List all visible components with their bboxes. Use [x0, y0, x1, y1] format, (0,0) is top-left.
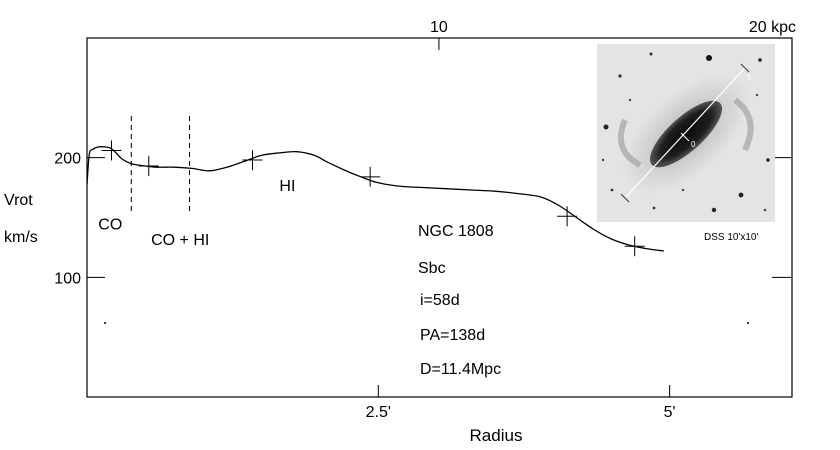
data-marker	[557, 206, 578, 227]
x-axis-label: Radius	[470, 426, 523, 445]
plot-dot-right	[747, 322, 749, 324]
inset-caption: DSS 10'x10'	[704, 232, 758, 243]
top-tick-label: 10	[430, 19, 448, 36]
annotation-galaxy-name: NGC 1808	[418, 223, 494, 240]
annotation-position-angle: PA=138d	[420, 327, 485, 344]
data-markers	[101, 140, 645, 257]
top-axis-ticks: 10 20 kpc	[430, 19, 796, 50]
y-tick-label: 100	[54, 270, 81, 287]
data-marker	[138, 156, 159, 177]
region-label: CO	[98, 216, 122, 233]
data-marker	[242, 150, 263, 171]
rotation-curve-line	[86, 146, 664, 252]
annotation-distance: D=11.4Mpc	[420, 361, 501, 378]
galaxy-inset-image: 5' 0	[597, 44, 775, 222]
top-tick-label: 20 kpc	[749, 19, 796, 36]
x-tick-label: 5'	[664, 404, 676, 421]
annotation-type: Sbc	[418, 260, 446, 277]
y-axis-label-line2: km/s	[4, 229, 38, 246]
region-labels: CO CO + HI HI	[98, 178, 295, 249]
inset-scale-line	[624, 67, 746, 199]
y-tick-label: 200	[54, 151, 81, 168]
plot-dot-left	[104, 322, 106, 324]
y-axis-label-line1: Vrot	[4, 192, 33, 209]
region-label: CO + HI	[151, 232, 209, 249]
region-label: HI	[279, 178, 295, 195]
inset-center-label: 0	[691, 140, 696, 149]
data-marker	[101, 140, 122, 161]
annotation-inclination: i=58d	[420, 292, 460, 309]
data-marker	[624, 236, 645, 257]
x-axis-ticks: 2.5' 5'	[366, 385, 676, 421]
data-marker	[360, 166, 381, 187]
inset-scale-label: 5'	[747, 73, 753, 82]
region-boundaries	[130, 116, 191, 212]
y-axis-ticks: 100 200	[54, 151, 792, 287]
x-tick-label: 2.5'	[366, 404, 391, 421]
plot-frame	[86, 37, 793, 398]
